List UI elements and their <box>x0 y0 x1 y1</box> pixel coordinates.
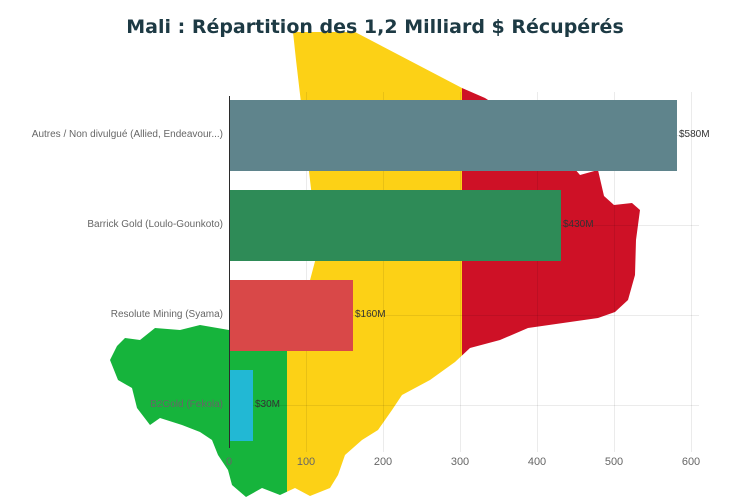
value-label-b2gold: $30M <box>255 399 281 410</box>
gridline-200 <box>383 92 384 452</box>
category-label-barrick: Barrick Gold (Loulo-Gounkoto) <box>87 219 223 230</box>
gridline-100 <box>306 92 307 452</box>
x-tick-100: 100 <box>296 456 316 468</box>
y-axis-line <box>229 96 230 448</box>
value-label-resolute: $160M <box>355 309 386 320</box>
gridline-600 <box>691 92 692 452</box>
x-tick-600: 600 <box>681 456 701 468</box>
bar-barrick[interactable] <box>230 190 561 261</box>
x-tick-500: 500 <box>604 456 624 468</box>
bar-autres[interactable] <box>230 100 677 171</box>
value-label-autres: $580M <box>679 129 710 140</box>
category-label-autres: Autres / Non divulgué (Allied, Endeavour… <box>31 129 223 140</box>
gridline-500 <box>614 92 615 452</box>
value-label-barrick: $430M <box>563 219 594 230</box>
gridline-300 <box>460 92 461 452</box>
category-label-resolute: Resolute Mining (Syama) <box>110 309 223 320</box>
hgrid-3 <box>229 315 699 316</box>
x-tick-300: 300 <box>450 456 470 468</box>
category-label-b2gold: B2Gold (Fekola) <box>150 399 223 410</box>
x-tick-400: 400 <box>527 456 547 468</box>
gridline-400 <box>537 92 538 452</box>
x-tick-200: 200 <box>373 456 393 468</box>
bar-b2gold[interactable] <box>230 370 253 441</box>
hgrid-4 <box>229 405 699 406</box>
x-tick-0: 0 <box>225 456 233 468</box>
bar-resolute[interactable] <box>230 280 353 351</box>
chart-title: Mali : Répartition des 1,2 Milliard $ Ré… <box>126 16 624 38</box>
